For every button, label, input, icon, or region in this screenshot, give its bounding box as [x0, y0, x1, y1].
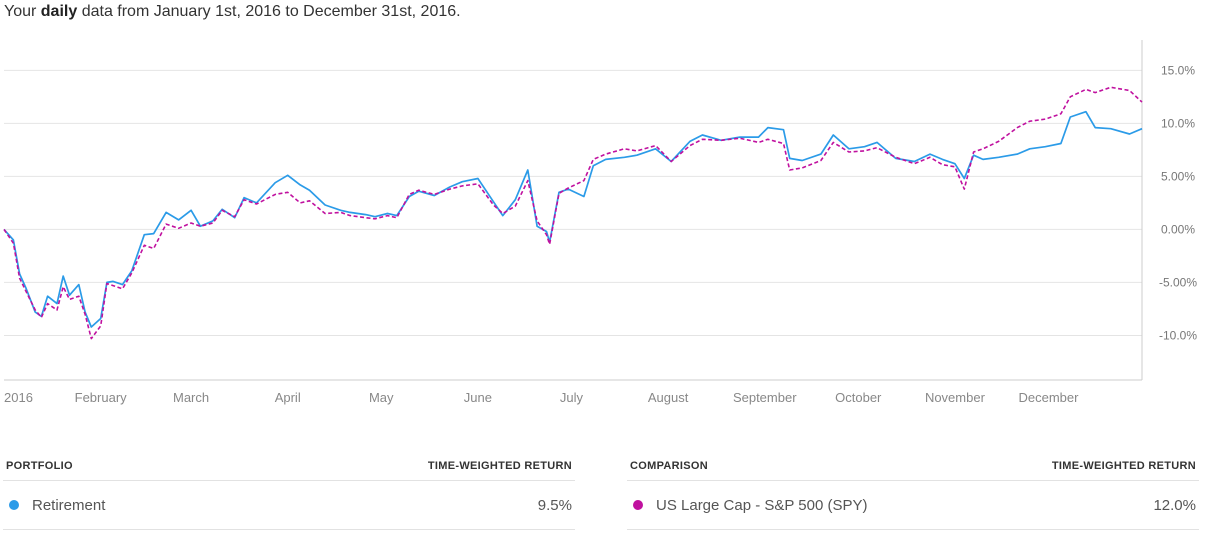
description-prefix: Your [4, 3, 41, 20]
x-tick-label: September [733, 390, 797, 405]
comparison-name: US Large Cap - S&P 500 (SPY) [656, 496, 868, 514]
y-tick-label: 10.0% [1161, 116, 1195, 130]
portfolio-name: Retirement [32, 496, 106, 514]
portfolio-return-value: 9.5% [537, 496, 572, 514]
portfolio-return-column-header: TIME-WEIGHTED RETURN [427, 460, 572, 472]
portfolio-dot-icon [9, 500, 19, 510]
x-tick-label: July [560, 390, 584, 405]
y-tick-label: -5.00% [1159, 275, 1197, 289]
y-tick-label: 0.00% [1161, 222, 1195, 236]
comparison-column-header: COMPARISON [630, 460, 708, 472]
y-axis-ticks: 15.0% 10.0% 5.00% 0.00% -5.00% -10.0% [1159, 63, 1197, 342]
x-tick-label: June [464, 390, 492, 405]
x-tick-label: February [75, 390, 128, 405]
x-tick-label: March [173, 390, 209, 405]
comparison-return-column-header: TIME-WEIGHTED RETURN [1051, 460, 1196, 472]
series-line-retirement [3, 110, 1143, 328]
comparison-dot-icon [633, 500, 643, 510]
y-tick-label: 15.0% [1161, 63, 1195, 77]
chart-description: Your daily data from January 1st, 2016 t… [4, 3, 461, 21]
x-tick-label: May [369, 390, 394, 405]
x-tick-label: August [648, 390, 689, 405]
portfolio-table: PORTFOLIO TIME-WEIGHTED RETURN Retiremen… [3, 452, 575, 530]
portfolio-table-header: PORTFOLIO TIME-WEIGHTED RETURN [3, 452, 575, 481]
portfolio-column-header: PORTFOLIO [6, 460, 73, 472]
x-tick-label: October [835, 390, 882, 405]
description-suffix: data from January 1st, 2016 to December … [77, 3, 461, 20]
comparison-row[interactable]: US Large Cap - S&P 500 (SPY) 12.0% [627, 481, 1199, 530]
description-period: daily [40, 3, 78, 20]
portfolio-row[interactable]: Retirement 9.5% [3, 481, 575, 530]
x-tick-label: 2016 [4, 390, 33, 405]
y-tick-label: 5.00% [1161, 169, 1195, 183]
comparison-name-cell: US Large Cap - S&P 500 (SPY) [630, 497, 868, 514]
performance-line-chart[interactable]: 15.0% 10.0% 5.00% 0.00% -5.00% -10.0% 2016 Feb… [0, 40, 1207, 420]
y-tick-label: -10.0% [1159, 328, 1197, 342]
grid [4, 69, 1142, 336]
series-line-spy [3, 86, 1143, 340]
x-tick-label: November [925, 390, 986, 405]
series [3, 86, 1143, 340]
comparison-table: COMPARISON TIME-WEIGHTED RETURN US Large… [627, 452, 1199, 530]
portfolio-name-cell: Retirement [6, 497, 105, 514]
axes [4, 40, 1143, 381]
x-tick-label: April [275, 390, 301, 405]
x-tick-label: December [1018, 390, 1079, 405]
x-axis-ticks: 2016 February March April May June July August S… [4, 390, 1079, 405]
comparison-return-value: 12.0% [1153, 496, 1196, 514]
comparison-table-header: COMPARISON TIME-WEIGHTED RETURN [627, 452, 1199, 481]
